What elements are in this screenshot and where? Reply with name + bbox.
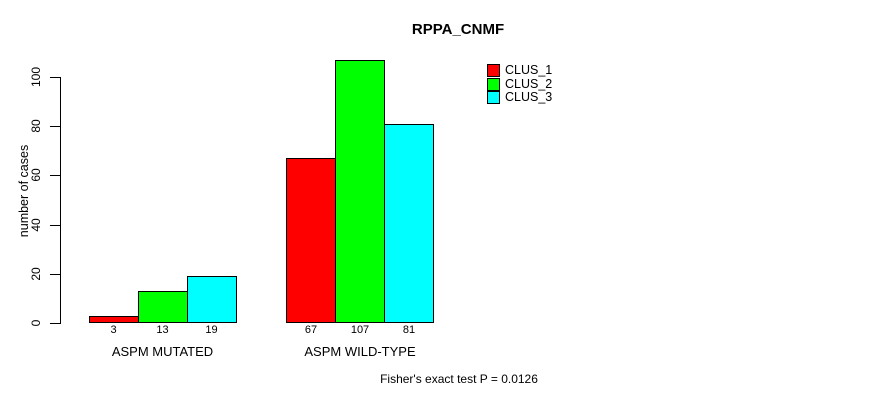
y-axis-tick-label: 0 (29, 319, 43, 327)
bar-value-label: 3 (110, 324, 117, 336)
legend-label: CLUS_2 (505, 76, 553, 91)
y-axis-tick-label: 40 (29, 217, 43, 232)
bar-CLUS_2-ASPM-WILD-TYPE (335, 59, 385, 323)
legend-swatch-CLUS_1 (487, 64, 500, 77)
y-axis-tick-label: 20 (29, 267, 43, 281)
legend-swatch-CLUS_3 (487, 91, 500, 104)
legend-label: CLUS_3 (505, 90, 553, 104)
legend: CLUS_1 CLUS_2 CLUS_3 (487, 64, 552, 105)
bar-CLUS_3-ASPM-MUTATED (186, 276, 237, 323)
bar-CLUS_3-ASPM-WILD-TYPE (384, 123, 434, 323)
annotation-fishers-exact-test: Fisher's exact test P = 0.0126 (380, 372, 538, 386)
y-axis-tick-label: 100 (29, 66, 43, 88)
y-axis-tick (50, 175, 60, 177)
x-category-label: ASPM WILD-TYPE (304, 344, 416, 359)
bar-CLUS_2-ASPM-MUTATED (137, 291, 188, 323)
y-axis-tick (50, 224, 60, 226)
y-axis-line (60, 77, 61, 324)
bar-CLUS_1-ASPM-WILD-TYPE (286, 158, 336, 323)
bar-value-label: 107 (350, 324, 370, 336)
y-axis-tick (50, 77, 60, 78)
bar-value-label: 81 (402, 324, 416, 336)
bar-value-label: 19 (205, 324, 218, 336)
legend-item-CLUS_2: CLUS_2 (487, 76, 553, 91)
bar-value-label: 13 (156, 324, 169, 336)
y-axis-tick (50, 126, 60, 128)
y-axis-tick-label: 60 (29, 168, 43, 183)
legend-item-CLUS_3: CLUS_3 (487, 91, 552, 104)
bar-CLUS_1-ASPM-MUTATED (88, 315, 139, 323)
legend-swatch-CLUS_2 (487, 77, 500, 91)
chart-title: RPPA_CNMF (411, 21, 505, 38)
bar-value-label: 67 (304, 324, 318, 336)
x-category-label: ASPM MUTATED (111, 344, 214, 359)
y-axis-tick-label: 80 (29, 119, 43, 133)
y-axis-tick (50, 273, 60, 275)
legend-label: CLUS_1 (505, 63, 553, 77)
y-axis-tick (50, 323, 60, 324)
legend-item-CLUS_1: CLUS_1 (487, 64, 552, 77)
